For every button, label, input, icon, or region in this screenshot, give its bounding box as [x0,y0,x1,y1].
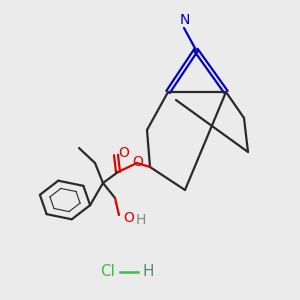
Text: H: H [136,213,146,227]
Text: O: O [124,211,134,225]
Text: H: H [142,265,154,280]
Text: N: N [180,13,190,27]
Text: O: O [118,146,129,160]
Text: O: O [133,155,143,169]
Text: Cl: Cl [100,265,116,280]
